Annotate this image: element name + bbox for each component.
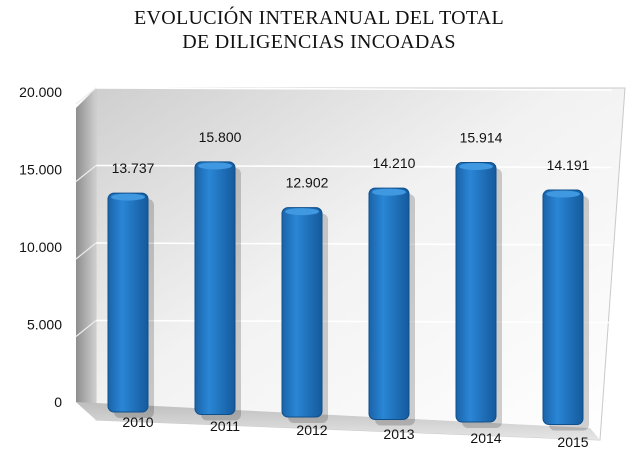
bar-top [372, 188, 406, 196]
gridline [95, 319, 613, 324]
y-tick-label: 10.000 [19, 239, 62, 255]
bar-top [459, 163, 493, 171]
bar [281, 207, 323, 418]
chart-title: EVOLUCIÓN INTERANUAL DEL TOTAL DE DILIGE… [0, 6, 638, 54]
x-axis-categories: 2010 2011 2012 2013 2014 2015 [122, 414, 588, 450]
y-tick-label: 0 [54, 394, 62, 410]
data-label: 12.902 [286, 175, 329, 191]
y-axis-ticks: 0 5.000 10.000 15.000 20.000 [19, 84, 62, 410]
gridline-side [75, 242, 97, 260]
data-label: 13.737 [112, 160, 155, 176]
data-label: 15.800 [199, 129, 242, 145]
gridline [95, 164, 613, 169]
x-category-label: 2010 [122, 414, 153, 430]
data-labels: 13.737 15.800 12.902 14.210 15.914 14.191 [112, 129, 590, 191]
gridline-side [75, 87, 97, 105]
side-wall [76, 88, 96, 420]
chart-title-line-1: EVOLUCIÓN INTERANUAL DEL TOTAL [133, 7, 505, 29]
bar [542, 189, 584, 425]
bar-top [111, 193, 145, 201]
x-category-label: 2011 [210, 418, 240, 434]
gridline-side [75, 320, 97, 337]
gridline [95, 87, 613, 91]
bar [194, 161, 236, 415]
y-tick-label: 5.000 [27, 317, 62, 333]
bars [107, 161, 589, 431]
bar [455, 162, 497, 423]
data-label: 15.914 [460, 130, 503, 146]
x-category-label: 2014 [470, 430, 501, 446]
gridlines [75, 87, 613, 337]
gridline-side [75, 165, 97, 182]
bar-top [198, 162, 232, 170]
bar-top [546, 190, 580, 198]
data-label: 14.210 [373, 155, 416, 171]
gridline [95, 242, 613, 246]
y-tick-label: 20.000 [19, 84, 62, 100]
x-category-label: 2012 [296, 422, 327, 438]
y-tick-label: 15.000 [19, 162, 62, 178]
bar-top [285, 208, 319, 216]
bar [368, 187, 410, 420]
x-category-label: 2015 [557, 434, 588, 450]
chart-title-line-2: DE DILIGENCIAS INCOADAS [182, 31, 456, 53]
x-category-label: 2013 [383, 426, 414, 442]
data-label: 14.191 [547, 157, 590, 173]
bar [107, 192, 149, 413]
